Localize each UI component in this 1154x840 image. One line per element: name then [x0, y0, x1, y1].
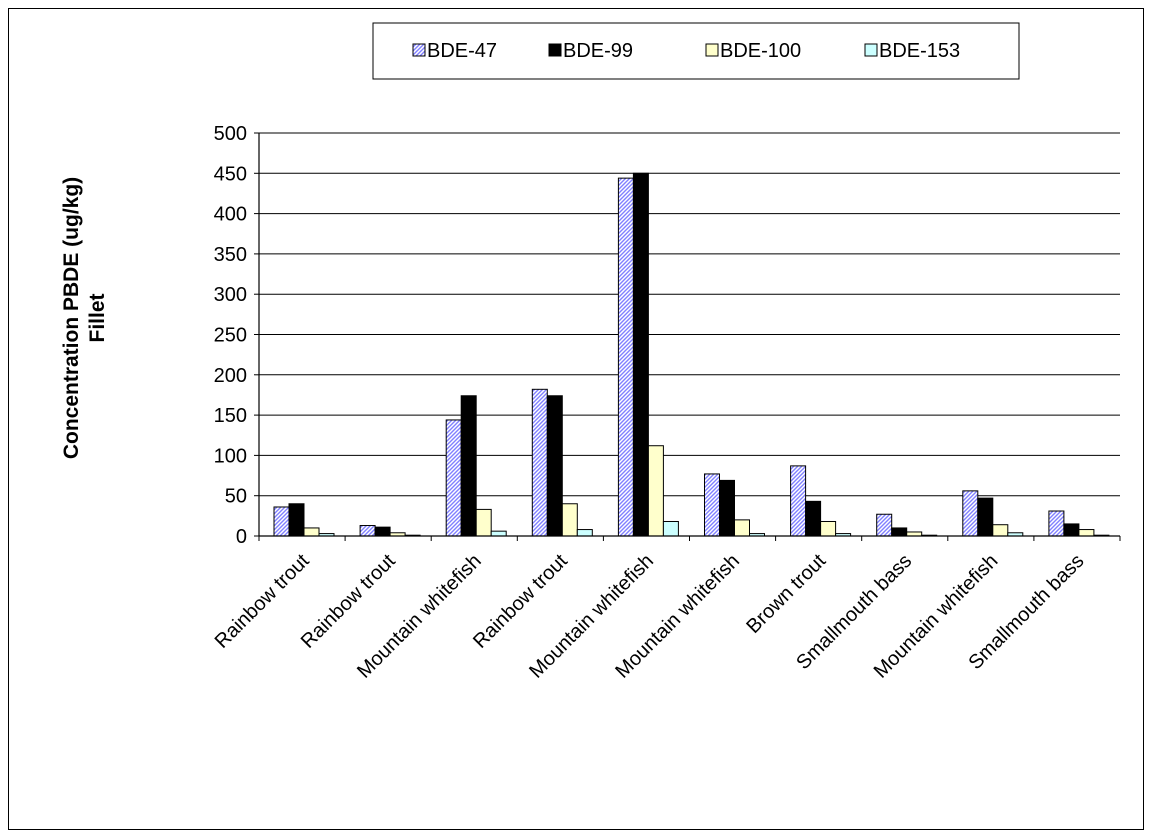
bar-bde-99 — [374, 526, 391, 537]
bar-bde-100 — [561, 503, 578, 537]
y-tick-label: 250 — [214, 325, 247, 347]
bar-bde-99 — [632, 172, 649, 537]
y-axis-label-line-1: Concentration PBDE (ug/kg) — [60, 177, 83, 459]
y-axis-label: Concentration PBDE (ug/kg) Fillet — [60, 177, 109, 459]
bar-bde-99 — [1063, 523, 1080, 537]
bar-bde-47 — [359, 525, 376, 537]
y-tick-label: 50 — [225, 486, 247, 508]
legend-swatch-bde-99 — [548, 43, 562, 57]
bar-bde-99 — [546, 395, 563, 537]
bar-bde-99 — [460, 395, 477, 537]
bar-bde-47 — [445, 419, 462, 537]
bar-bde-47 — [1048, 510, 1065, 537]
bar-bde-100 — [303, 527, 320, 537]
chart-frame — [8, 8, 1144, 830]
bar-bde-47 — [704, 473, 720, 537]
bar-bde-99 — [288, 503, 305, 537]
y-tick-label: 300 — [214, 284, 247, 306]
legend-label-bde-100: BDE-100 — [720, 40, 801, 62]
bar-bde-100 — [992, 524, 1009, 537]
y-tick-label: 0 — [236, 526, 247, 548]
bar-bde-99 — [891, 527, 908, 537]
y-tick-label: 350 — [214, 244, 247, 266]
legend-swatch-bde-153 — [864, 43, 878, 57]
bar-bde-153 — [662, 520, 679, 537]
legend-swatch-bde-100 — [705, 43, 719, 57]
bar-bde-47 — [273, 506, 290, 537]
y-axis-label-line-2: Fillet — [86, 293, 109, 342]
bar-bde-100 — [906, 531, 923, 537]
legend-swatch-bde-47 — [412, 43, 426, 57]
bar-bde-47 — [790, 465, 807, 537]
legend-label-bde-99: BDE-99 — [563, 40, 633, 62]
y-tick-label: 400 — [214, 204, 247, 226]
bar-bde-100 — [1078, 529, 1095, 537]
bar-bde-100 — [475, 508, 492, 537]
bar-bde-47 — [531, 388, 548, 537]
bar-bde-100 — [820, 520, 837, 537]
y-tick-label: 200 — [214, 365, 247, 387]
bar-bde-99 — [805, 500, 822, 537]
y-tick-label: 450 — [214, 163, 247, 185]
y-tick-label: 100 — [214, 445, 247, 467]
bar-bde-153 — [490, 530, 507, 537]
bar-bde-99 — [719, 479, 735, 537]
legend-label-bde-153: BDE-153 — [879, 40, 960, 62]
y-tick-label: 500 — [214, 123, 247, 145]
bar-bde-99 — [977, 497, 994, 537]
legend: BDE-47 BDE-99 BDE-100 BDE-153 — [372, 22, 1020, 80]
legend-label-bde-47: BDE-47 — [427, 40, 497, 62]
bar-bde-47 — [876, 513, 893, 537]
bar-bde-100 — [647, 445, 664, 537]
bar-bde-100 — [734, 519, 750, 537]
bar-bde-47 — [617, 177, 634, 537]
x-tick-label: Brown trout — [742, 550, 830, 638]
y-tick-label: 150 — [214, 405, 247, 427]
bar-bde-47 — [962, 490, 979, 537]
bar-bde-153 — [576, 529, 593, 537]
legend-box — [372, 22, 1020, 80]
